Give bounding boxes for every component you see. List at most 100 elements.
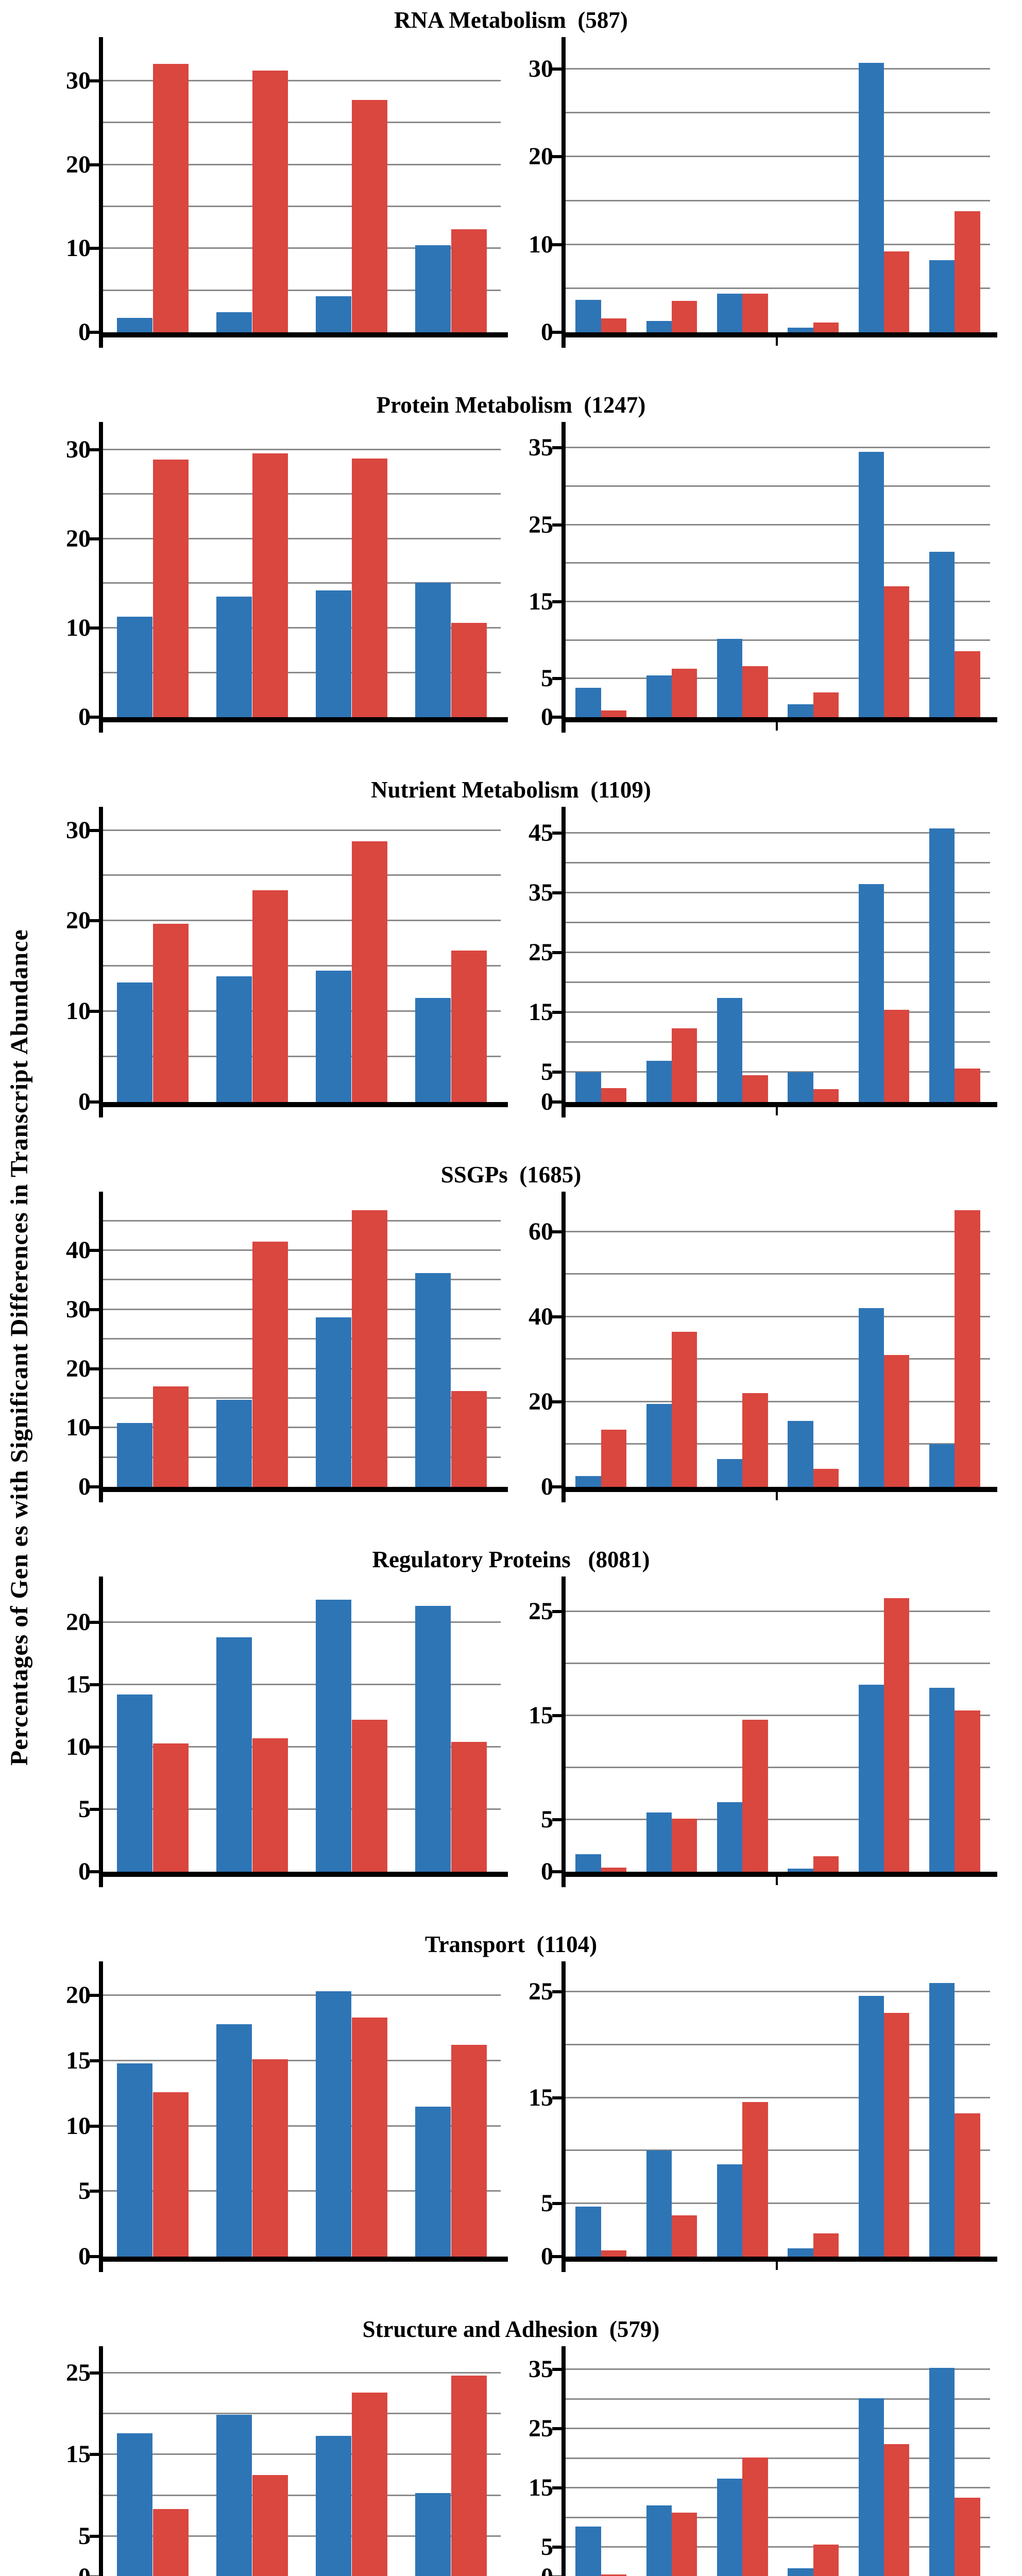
y-tick-label: 10 bbox=[529, 230, 553, 258]
y-tick bbox=[552, 716, 561, 719]
bar-l-newton-3-1 bbox=[884, 1010, 910, 1102]
y-axis-line bbox=[561, 1192, 566, 1502]
bar-h-newton-3-1 bbox=[858, 451, 884, 717]
bar-l-1 bbox=[252, 2059, 288, 2257]
bar-h-newton-5-3 bbox=[929, 551, 955, 717]
chart-pair: 0 10 20 30 0 5 15 25 35 bbox=[47, 422, 1022, 733]
bar-h-molly-3-1 bbox=[646, 320, 672, 332]
y-tick bbox=[90, 1807, 99, 1811]
bar-h-1 bbox=[216, 2414, 252, 2576]
gridline bbox=[566, 1767, 990, 1769]
bar-h-newton-5-3 bbox=[929, 260, 955, 332]
gridline bbox=[103, 1621, 501, 1623]
y-tick bbox=[90, 1426, 99, 1430]
y-tick-label: 0 bbox=[541, 2565, 553, 2576]
gridline bbox=[566, 2546, 990, 2548]
y-tick-label: 5 bbox=[541, 665, 553, 692]
y-axis-ticks: 0 5 15 25 bbox=[510, 1976, 561, 2268]
gridline bbox=[566, 2149, 990, 2151]
y-tick bbox=[90, 919, 99, 923]
bar-h-molly-5-3 bbox=[717, 1802, 743, 1872]
y-tick-label: 25 bbox=[529, 1598, 553, 1625]
chart-panel: 0 5 10 15 20 bbox=[47, 1961, 508, 2272]
bar-l-molly-3-1 bbox=[672, 2215, 697, 2257]
gridline bbox=[103, 1745, 501, 1748]
gridline bbox=[103, 1279, 501, 1281]
plot-area bbox=[552, 37, 997, 348]
bar-l-molly-3-1 bbox=[672, 1028, 697, 1102]
chart-panel: 0 10 20 30 bbox=[47, 422, 508, 733]
bar-h-5 bbox=[415, 997, 451, 1102]
plot-area bbox=[552, 422, 997, 733]
bar-h-newton-1-0.5 bbox=[788, 1421, 813, 1487]
gridline bbox=[103, 2059, 501, 2061]
y-tick-label: 10 bbox=[66, 997, 91, 1025]
bar-h-molly-3-1 bbox=[646, 2505, 672, 2576]
y-tick bbox=[552, 446, 561, 450]
gridline bbox=[566, 1315, 990, 1317]
y-tick bbox=[552, 2255, 561, 2258]
gridline bbox=[103, 493, 501, 495]
bar-l-molly-3-1 bbox=[672, 1331, 697, 1487]
chart-title: Nutrient Metabolism (1109) bbox=[371, 777, 651, 803]
y-tick-label: 0 bbox=[78, 1088, 91, 1115]
bar-l-0.5 bbox=[152, 923, 189, 1102]
gridline bbox=[566, 2096, 990, 2098]
gridline bbox=[566, 156, 990, 158]
y-axis-ticks: 0 5 10 15 20 bbox=[47, 1591, 99, 1884]
bar-l-newton-5-3 bbox=[955, 211, 980, 332]
bar-l-1 bbox=[252, 2475, 288, 2576]
gridline bbox=[566, 2368, 990, 2370]
gridline bbox=[103, 122, 501, 124]
bar-h-5 bbox=[415, 245, 451, 332]
chart-panel: 0 5 15 25 bbox=[47, 2346, 501, 2576]
bar-l-newton-3-1 bbox=[884, 1355, 910, 1487]
y-tick-label: 5 bbox=[541, 1806, 553, 1834]
gridline bbox=[103, 2535, 501, 2537]
bar-h-3 bbox=[316, 2435, 352, 2576]
bar-l-newton-5-3 bbox=[955, 2113, 980, 2257]
group-divider-tick bbox=[776, 2262, 778, 2270]
bar-h-newton-3-1 bbox=[858, 63, 884, 332]
bar-l-3 bbox=[351, 1210, 387, 1487]
gridline bbox=[103, 1056, 501, 1058]
y-tick-label: 20 bbox=[529, 1387, 553, 1415]
y-axis-ticks: 0 10 20 30 bbox=[47, 436, 99, 729]
y-axis-ticks: 0 5 10 15 20 bbox=[47, 1976, 99, 2269]
plot-area bbox=[90, 1961, 508, 2272]
y-tick-label: 5 bbox=[78, 1795, 91, 1823]
bar-h-molly-3-1 bbox=[646, 675, 672, 717]
chart-panel: 0 5 15 25 35 bbox=[510, 2346, 990, 2576]
bar-l-0.5 bbox=[152, 2509, 189, 2576]
chart-pair: 0 5 10 15 20 0 5 15 25 bbox=[47, 1961, 1022, 2272]
y-tick bbox=[552, 1870, 561, 1873]
y-tick bbox=[90, 1994, 99, 1997]
gridline bbox=[566, 1715, 990, 1717]
bar-h-newton-3-1 bbox=[858, 2398, 884, 2576]
y-tick bbox=[90, 448, 99, 451]
y-axis-ticks: 0 10 20 30 bbox=[47, 52, 99, 344]
bar-l-1 bbox=[252, 1241, 288, 1487]
x-axis-line bbox=[561, 1487, 997, 1492]
y-tick bbox=[552, 600, 561, 604]
y-tick bbox=[552, 2427, 561, 2431]
y-tick-label: 20 bbox=[529, 143, 553, 171]
bar-l-newton-5-3 bbox=[955, 1210, 980, 1487]
group-divider-tick bbox=[776, 1107, 778, 1115]
gridline bbox=[566, 2457, 990, 2459]
y-tick bbox=[90, 1620, 99, 1624]
group-divider-tick bbox=[776, 722, 778, 731]
bar-h-newton-1-0.5 bbox=[788, 1868, 813, 1872]
bar-h-molly-1-0.5 bbox=[575, 299, 601, 332]
y-tick-label: 5 bbox=[541, 2533, 553, 2561]
x-axis-line bbox=[561, 1872, 997, 1877]
bar-h-3 bbox=[316, 590, 352, 717]
y-tick-label: 10 bbox=[66, 1733, 91, 1760]
y-tick-label: 25 bbox=[529, 1977, 553, 2005]
chart-title: Structure and Adhesion (579) bbox=[362, 2316, 660, 2342]
y-tick bbox=[552, 1100, 561, 1104]
gridline bbox=[103, 163, 501, 165]
bar-h-5 bbox=[415, 1273, 451, 1487]
y-tick-label: 5 bbox=[541, 2190, 553, 2217]
y-axis-ticks: 0 10 20 30 bbox=[47, 818, 99, 1114]
